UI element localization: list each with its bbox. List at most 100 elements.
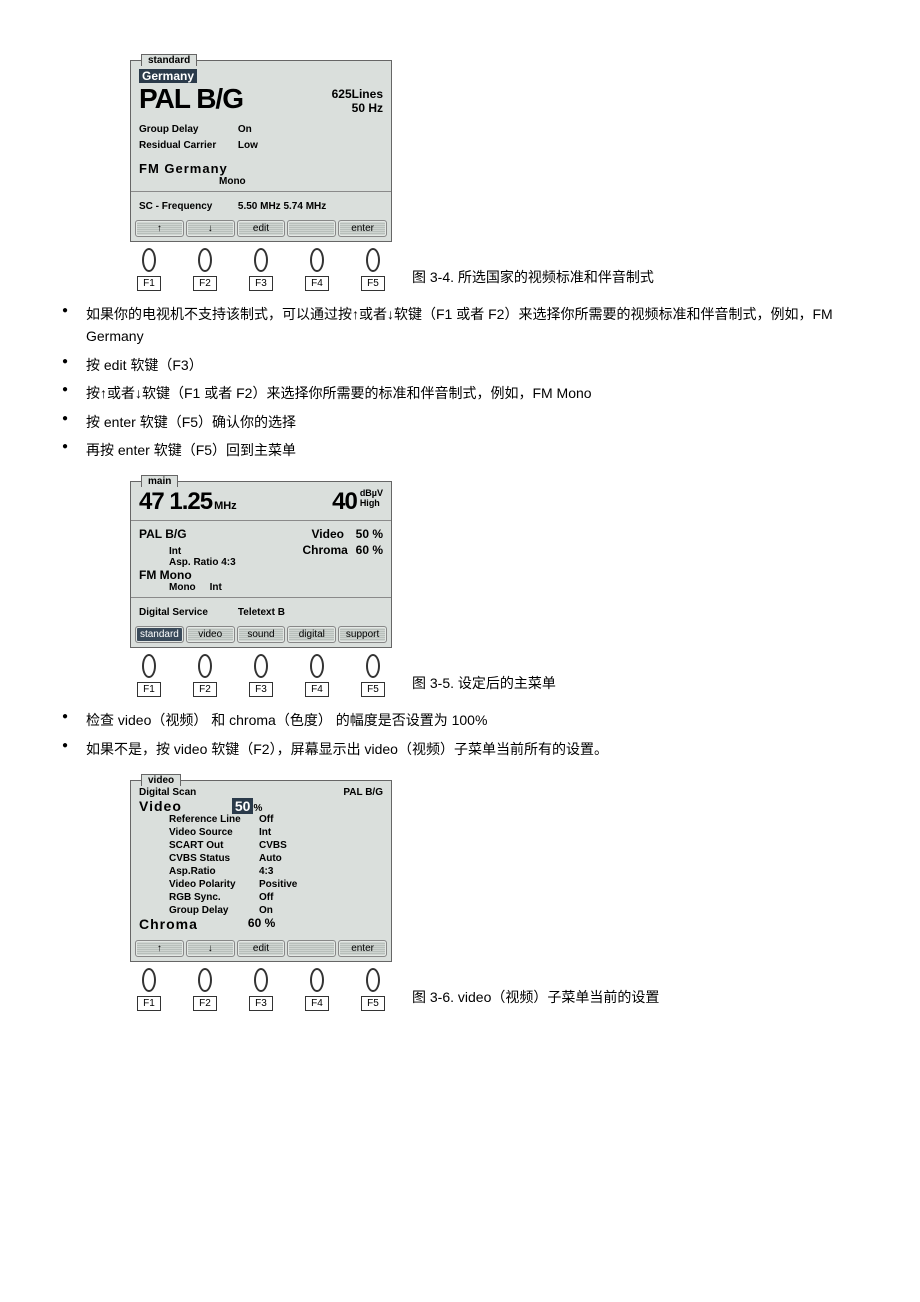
soft-down[interactable]: ↓ [186,940,235,957]
soft-standard[interactable]: standard [135,626,184,643]
ds-l: Digital Service [139,607,234,618]
f1-key[interactable]: F1 [137,682,161,697]
p-l: Asp.Ratio [169,866,259,877]
oval-icon [310,248,324,272]
lcd-screen-video: video Digital Scan PAL B/G Video 50% Ref… [130,780,392,962]
f2-key[interactable]: F2 [193,996,217,1011]
f1-key[interactable]: F1 [137,276,161,291]
list-item: 按↑或者↓软键（F1 或者 F2）来选择你所需要的标准和伴音制式，例如，FM M… [50,382,870,404]
int2: Int [210,582,222,593]
p-l: SCART Out [169,840,259,851]
mono: Mono [139,176,383,187]
chroma-l: Chroma [303,543,348,557]
soft-video[interactable]: video [186,626,235,643]
gd-v: On [238,124,252,135]
f3-key[interactable]: F3 [249,276,273,291]
f2-key[interactable]: F2 [193,276,217,291]
video-l: Video [312,527,344,541]
f5-key[interactable]: F5 [361,682,385,697]
f5-key[interactable]: F5 [361,276,385,291]
soft-enter[interactable]: enter [338,940,387,957]
oval-icon [198,654,212,678]
chroma-v: 60 % [356,543,383,557]
int: Int [139,546,181,557]
oval-icon [254,654,268,678]
soft-down[interactable]: ↓ [186,220,235,237]
lcd-screen-standard: standard Germany PAL B/G 625Lines 50 Hz … [130,60,392,242]
p-v: Off [259,814,383,825]
f3-key[interactable]: F3 [249,682,273,697]
list-item: 如果你的电视机不支持该制式，可以通过按↑或者↓软键（F1 或者 F2）来选择你所… [50,303,870,348]
video-l2: Video [139,798,182,814]
lcd-screen-main: main 47 1.25 MHz 40 dBµV High [130,481,392,648]
oval-icon [254,968,268,992]
f4-key[interactable]: F4 [305,276,329,291]
freq: 47 1.25 [139,488,212,516]
oval-icon [142,654,156,678]
list-item: 按 edit 软键（F3） [50,354,870,376]
oval-icon [142,248,156,272]
video-u: % [253,803,262,814]
bullet-list-2: 检查 video（视频） 和 chroma（色度） 的幅度是否设置为 100% … [50,709,870,760]
p-l: Video Polarity [169,879,259,890]
lcd-tab: main [141,475,178,487]
p-v: Auto [259,853,383,864]
list-item: 按 enter 软键（F5）确认你的选择 [50,411,870,433]
f4-key[interactable]: F4 [305,996,329,1011]
soft-blank: x [287,940,336,957]
p-v: CVBS [259,840,383,851]
video-v: 50 % [356,527,383,541]
softkey-row: standard video sound digital support [131,622,391,647]
softkey-row: ↑ ↓ edit x enter [131,936,391,961]
oval-icon [198,968,212,992]
pal: PAL B/G [343,787,383,798]
sc-l: SC - Frequency [139,201,234,212]
fkey-row: F1 F2 F3 F4 F5 [130,968,392,1011]
fkey-row: F1 F2 F3 F4 F5 [130,654,392,697]
fig1-caption: 图 3-4. 所选国家的视频标准和伴音制式 [392,267,654,291]
soft-sound[interactable]: sound [237,626,286,643]
oval-icon [366,968,380,992]
fm: FM Mono [139,568,383,582]
soft-blank: x [287,220,336,237]
f1-key[interactable]: F1 [137,996,161,1011]
soft-up[interactable]: ↑ [135,220,184,237]
country-hl: Germany [139,69,197,83]
p-l: RGB Sync. [169,892,259,903]
level-u2: High [360,498,383,508]
ds-v: Teletext B [238,607,285,618]
lcd-tab: video [141,774,181,786]
list-item: 如果不是，按 video 软键（F2），屏幕显示出 video（视频）子菜单当前… [50,738,870,760]
f2-key[interactable]: F2 [193,682,217,697]
chroma-v2: 60 % [248,916,275,932]
soft-up[interactable]: ↑ [135,940,184,957]
std: PAL B/G [139,527,187,541]
asp: Asp. Ratio 4:3 [139,557,383,568]
oval-icon [142,968,156,992]
p-v: Positive [259,879,383,890]
soft-edit[interactable]: edit [237,940,286,957]
soft-support[interactable]: support [338,626,387,643]
oval-icon [310,654,324,678]
fm: FM Germany [139,161,383,176]
p-v: Off [259,892,383,903]
f3-key[interactable]: F3 [249,996,273,1011]
soft-edit[interactable]: edit [237,220,286,237]
p-l: CVBS Status [169,853,259,864]
soft-digital[interactable]: digital [287,626,336,643]
fig3-caption: 图 3-6. video（视频）子菜单当前的设置 [392,987,659,1011]
oval-icon [366,654,380,678]
oval-icon [310,968,324,992]
p-l: Video Source [169,827,259,838]
std-big: PAL B/G [139,83,243,115]
video-v2: 50 [232,798,254,814]
rc-v: Low [238,140,258,151]
fig2-caption: 图 3-5. 设定后的主菜单 [392,673,556,697]
level: 40 [332,488,357,516]
p-v: Int [259,827,383,838]
oval-icon [254,248,268,272]
p-v: 4:3 [259,866,383,877]
soft-enter[interactable]: enter [338,220,387,237]
f4-key[interactable]: F4 [305,682,329,697]
f5-key[interactable]: F5 [361,996,385,1011]
